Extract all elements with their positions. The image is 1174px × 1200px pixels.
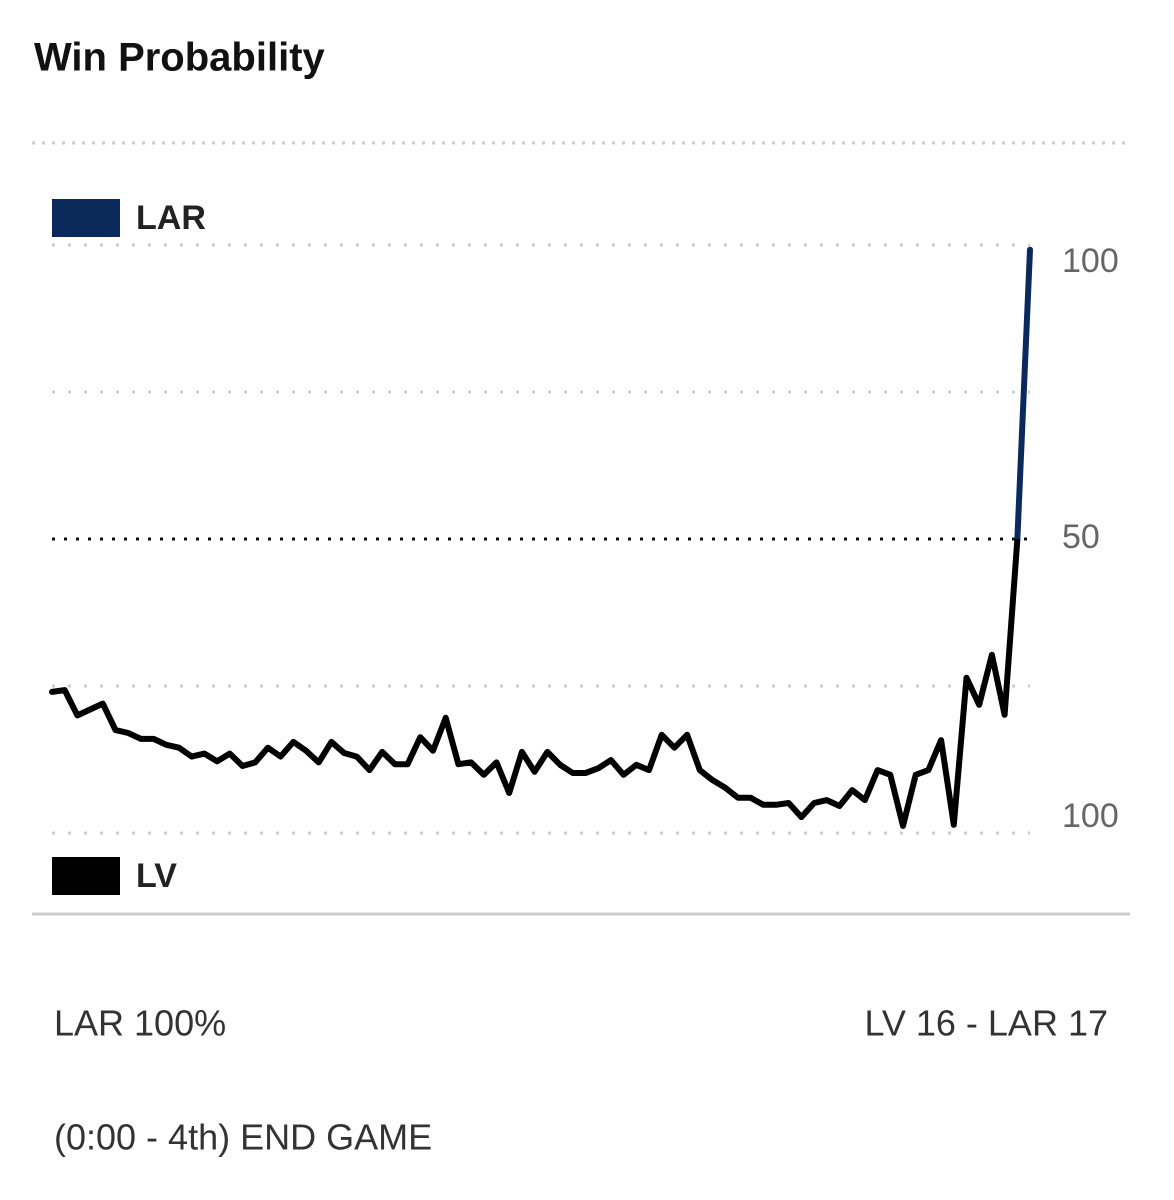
y-tick-label: 50: [1062, 518, 1100, 556]
score: LV 16 - LAR 17: [865, 1003, 1108, 1044]
legend-label: LV: [136, 857, 177, 895]
legend-swatch: [52, 199, 120, 237]
y-tick-label: 100: [1062, 242, 1119, 280]
chart-title: Win Probability: [34, 36, 326, 80]
win-probability-line: [49, 246, 1033, 829]
legend-label: LAR: [136, 199, 206, 237]
game-time: (0:00 - 4th) END GAME: [54, 1117, 432, 1158]
status: LAR 100%: [54, 1003, 226, 1044]
legend-swatch: [52, 857, 120, 895]
y-tick-label: 100: [1062, 797, 1119, 835]
